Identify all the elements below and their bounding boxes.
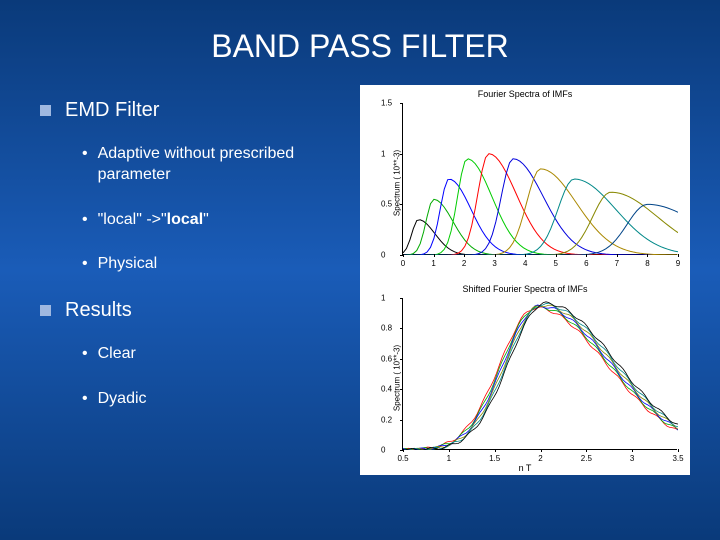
item-text: Adaptive without prescribed parameter [98,144,350,186]
right-column: Fourier Spectra of IMFs Spectrum ( 10**-… [350,85,690,475]
section-header-label: EMD Filter [65,99,159,122]
section-results: Results [40,299,350,322]
item-text: Dyadic [98,389,147,410]
plot-area-bottom: 0.511.522.533.500.20.40.60.81 [402,298,677,450]
square-bullet-icon [40,305,51,316]
shifted-fourier-spectra-chart: Shifted Fourier Spectra of IMFs Spectrum… [360,280,690,475]
shifted-spectra-curves [403,298,678,450]
chart-container: Fourier Spectra of IMFs Spectrum ( 10**-… [360,85,690,475]
item-text: "local" ->"local" [98,210,209,231]
list-item: • Clear [82,344,350,365]
chart-title: Shifted Fourier Spectra of IMFs [360,280,690,294]
y-axis-label: Spectrum ( 10**-3) [393,149,402,215]
dot-bullet-icon: • [82,210,88,231]
slide-title: BAND PASS FILTER [0,0,720,85]
content-area: EMD Filter • Adaptive without prescribed… [0,85,720,475]
dot-bullet-icon: • [82,254,88,275]
dot-bullet-icon: • [82,389,88,410]
x-axis-label: n T [519,463,532,473]
chart-title: Fourier Spectra of IMFs [360,85,690,99]
list-item: • Adaptive without prescribed parameter [82,144,350,186]
section-emd-filter: EMD Filter [40,99,350,122]
square-bullet-icon [40,105,51,116]
item-text: Physical [98,254,158,275]
list-item: • Physical [82,254,350,275]
left-column: EMD Filter • Adaptive without prescribed… [40,85,350,475]
list-item: • "local" ->"local" [82,210,350,231]
spectra-curves [403,103,678,255]
list-item: • Dyadic [82,389,350,410]
section-header-label: Results [65,299,132,322]
plot-area-top: 012345678900.511.5 [402,103,677,255]
dot-bullet-icon: • [82,344,88,365]
dot-bullet-icon: • [82,144,88,165]
item-text: Clear [98,344,136,365]
fourier-spectra-chart: Fourier Spectra of IMFs Spectrum ( 10**-… [360,85,690,280]
y-axis-label: Spectrum ( 10**-3) [393,344,402,410]
